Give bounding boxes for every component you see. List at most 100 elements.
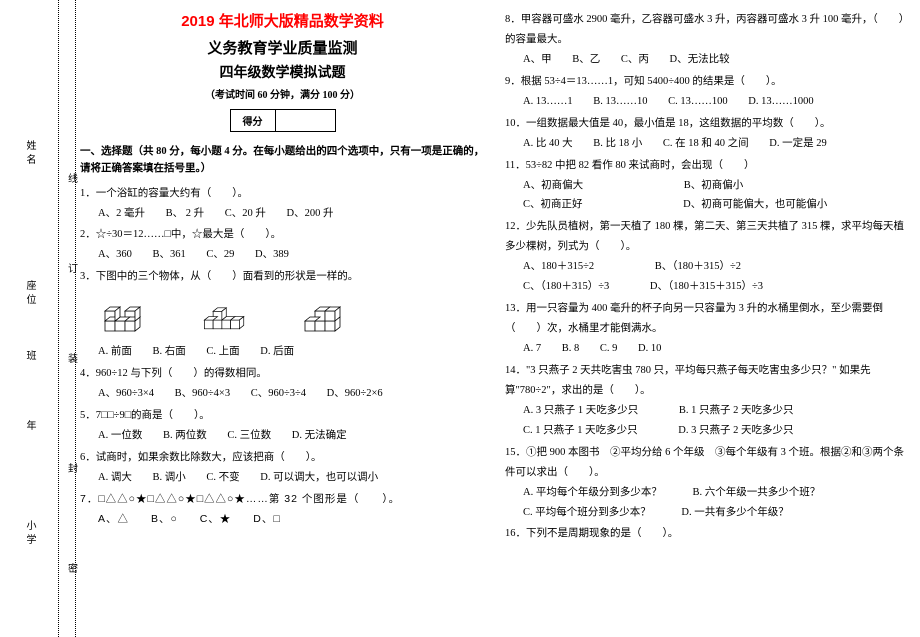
q8-b: B、乙 [572, 50, 600, 70]
cube-3 [300, 291, 370, 336]
q14-a: A. 3 只燕子 1 天吃多少只 [523, 401, 638, 421]
q3-d: D. 后面 [260, 342, 294, 362]
mark-pack: 装 [68, 350, 78, 365]
q12-b: B、（180＋315）÷2 [655, 257, 741, 277]
q12: 12．少先队员植树，第一天植了 180 棵，第二天、第三天共植了 315 棵，求… [505, 217, 910, 297]
q11-a: A、初商偏大 [523, 176, 583, 196]
q3-b: B. 右面 [152, 342, 185, 362]
q1-a: A、2 毫升 [98, 204, 145, 224]
q5-b: B. 两位数 [163, 426, 207, 446]
q3-stem: 3．下图中的三个物体，从（ ）面看到的形状是一样的。 [80, 267, 485, 287]
q10-c: C. 在 18 和 40 之间 [663, 134, 749, 154]
section1-head: 一、选择题（共 80 分，每小题 4 分。在每小题给出的四个选项中，只有一项是正… [80, 144, 485, 178]
q14-d: D. 3 只燕子 2 天吃多少只 [678, 421, 793, 441]
column-left: 2019 年北师大版精品数学资料 义务教育学业质量监测 四年级数学模拟试题 （考… [80, 10, 485, 630]
q9-a: A. 13……1 [523, 92, 573, 112]
score-box: 得分 [80, 109, 485, 132]
q4-a: A、960÷3×4 [98, 384, 154, 404]
label-class: 班 [22, 350, 37, 364]
q15-d: D. 一共有多少个年级？ [681, 503, 788, 523]
q12-a: A、180＋315÷2 [523, 257, 594, 277]
title-main: 义务教育学业质量监测 [80, 37, 485, 58]
q9-c: C. 13……100 [668, 92, 728, 112]
q15-stem: 15．①把 900 本图书 ②平均分给 6 个年级 ③每个年级有 3 个班。根据… [505, 443, 910, 483]
q1: 1．一个浴缸的容量大约有（ ）。 A、2 毫升 B、 2 升 C、20 升 D、… [80, 184, 485, 224]
q14-stem: 14．"3 只燕子 2 天共吃害虫 780 只，平均每只燕子每天吃害虫多少只？"… [505, 361, 910, 401]
mark-bind: 订 [68, 260, 78, 275]
cube-2 [200, 291, 270, 336]
q6-d: D. 可以调大，也可以调小 [260, 468, 378, 488]
q7-d: D、□ [253, 510, 280, 530]
q16-stem: 16．下列不是周期现象的是（ ）。 [505, 524, 910, 544]
q12-stem: 12．少先队员植树，第一天植了 180 棵，第二天、第三天共植了 315 棵，求… [505, 217, 910, 257]
q5-a: A. 一位数 [98, 426, 142, 446]
q13-d: D. 10 [638, 339, 661, 359]
q8-c: C、丙 [621, 50, 649, 70]
label-name: 姓名 [22, 140, 37, 168]
q6: 6．试商时，如果余数比除数大，应该把商（ ）。 A. 调大 B. 调小 C. 不… [80, 448, 485, 488]
q4-stem: 4．960÷12 与下列（ ）的得数相同。 [80, 364, 485, 384]
q1-c: C、20 升 [225, 204, 266, 224]
q8-d: D、无法比较 [670, 50, 730, 70]
label-seat: 座位 [22, 280, 37, 308]
title-note: （考试时间 60 分钟，满分 100 分） [80, 86, 485, 101]
q2-c: C、29 [206, 245, 234, 265]
mark-secret: 密 [68, 560, 78, 575]
q5-stem: 5．7□□÷9□的商是（ ）。 [80, 406, 485, 426]
cube-figures [80, 287, 485, 342]
q6-b: B. 调小 [152, 468, 185, 488]
q4: 4．960÷12 与下列（ ）的得数相同。 A、960÷3×4 B、960÷4×… [80, 364, 485, 404]
mark-line: 线 [68, 170, 78, 185]
q8: 8．甲容器可盛水 2900 毫升，乙容器可盛水 3 升，丙容器可盛水 3 升 1… [505, 10, 910, 70]
q14-c: C. 1 只燕子 1 天吃多少只 [523, 421, 638, 441]
q6-c: C. 不变 [206, 468, 239, 488]
page-content: 2019 年北师大版精品数学资料 义务教育学业质量监测 四年级数学模拟试题 （考… [80, 10, 910, 630]
q12-c: C、（180＋315）÷3 [523, 277, 609, 297]
q13-a: A. 7 [523, 339, 541, 359]
dotted-line-2 [75, 0, 76, 637]
q14: 14．"3 只燕子 2 天共吃害虫 780 只，平均每只燕子每天吃害虫多少只？"… [505, 361, 910, 441]
q11-stem: 11．53÷82 中把 82 看作 80 来试商时，会出现（ ） [505, 156, 910, 176]
q11-d: D、初商可能偏大，也可能偏小 [683, 195, 827, 215]
q9: 9．根据 53÷4＝13……1，可知 5400÷400 的结果是（ ）。 A. … [505, 72, 910, 112]
q11: 11．53÷82 中把 82 看作 80 来试商时，会出现（ ） A、初商偏大 … [505, 156, 910, 216]
score-table: 得分 [230, 109, 336, 132]
q4-b: B、960÷4×3 [175, 384, 230, 404]
q8-stem: 8．甲容器可盛水 2900 毫升，乙容器可盛水 3 升，丙容器可盛水 3 升 1… [505, 10, 910, 50]
q10-a: A. 比 40 大 [523, 134, 573, 154]
q2-a: A、360 [98, 245, 132, 265]
q2-d: D、389 [255, 245, 289, 265]
q15: 15．①把 900 本图书 ②平均分给 6 个年级 ③每个年级有 3 个班。根据… [505, 443, 910, 523]
q2-stem: 2．☆÷30＝12……□中，☆最大是（ ）。 [80, 225, 485, 245]
q1-stem: 1．一个浴缸的容量大约有（ ）。 [80, 184, 485, 204]
q9-stem: 9．根据 53÷4＝13……1，可知 5400÷400 的结果是（ ）。 [505, 72, 910, 92]
mark-seal: 封 [68, 460, 78, 475]
q7-a: A、△ [98, 510, 129, 530]
cube-1 [100, 291, 170, 336]
q11-c: C、初商正好 [523, 195, 583, 215]
q1-d: D、200 升 [287, 204, 334, 224]
q3-a: A. 前面 [98, 342, 132, 362]
dotted-line-1 [58, 0, 59, 637]
q2-b: B、361 [152, 245, 185, 265]
q13: 13．用一只容量为 400 毫升的杯子向另一只容量为 3 升的水桶里倒水，至少需… [505, 299, 910, 359]
q13-b: B. 8 [562, 339, 580, 359]
q6-stem: 6．试商时，如果余数比除数大，应该把商（ ）。 [80, 448, 485, 468]
q13-stem: 13．用一只容量为 400 毫升的杯子向另一只容量为 3 升的水桶里倒水，至少需… [505, 299, 910, 339]
column-right: 8．甲容器可盛水 2900 毫升，乙容器可盛水 3 升，丙容器可盛水 3 升 1… [505, 10, 910, 630]
score-label: 得分 [230, 110, 275, 132]
q2: 2．☆÷30＝12……□中，☆最大是（ ）。 A、360 B、361 C、29 … [80, 225, 485, 265]
q12-d: D、（180＋315＋315）÷3 [650, 277, 763, 297]
q6-a: A. 调大 [98, 468, 132, 488]
q8-a: A、甲 [523, 50, 552, 70]
q5-d: D. 无法确定 [292, 426, 347, 446]
q14-b: B. 1 只燕子 2 天吃多少只 [679, 401, 794, 421]
q16: 16．下列不是周期现象的是（ ）。 [505, 524, 910, 544]
q7-c: C、★ [200, 510, 232, 530]
q7-stem: 7．□△△○★□△△○★□△△○★……第 32 个图形是（ ）。 [80, 490, 485, 510]
q11-b: B、初商偏小 [684, 176, 744, 196]
q3-c: C. 上面 [206, 342, 239, 362]
q10-stem: 10．一组数据最大值是 40，最小值是 18，这组数据的平均数（ ）。 [505, 114, 910, 134]
q4-c: C、960÷3÷4 [251, 384, 306, 404]
q13-c: C. 9 [600, 339, 618, 359]
